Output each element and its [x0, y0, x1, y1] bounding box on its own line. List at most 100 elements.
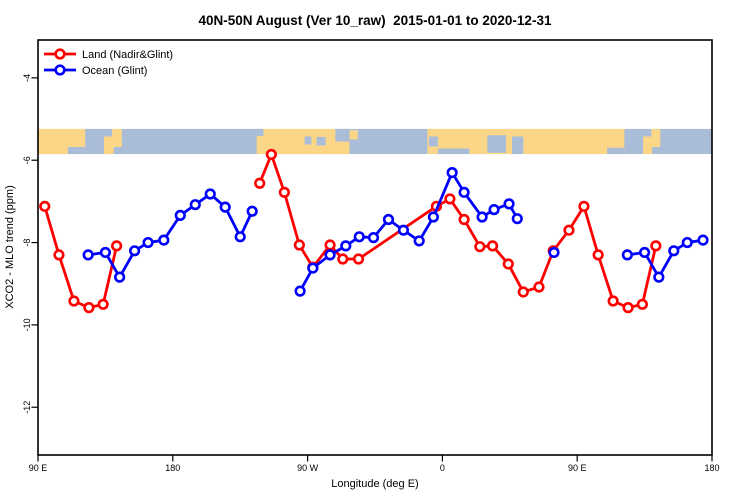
series-point-ocean: [99, 246, 111, 259]
series-point-land: [111, 240, 123, 252]
x-tick-label: 90 E: [568, 463, 587, 473]
legend-label-ocean: Ocean (Glint): [82, 65, 147, 77]
series-point-ocean: [488, 204, 500, 216]
x-tick-label: 90 E: [29, 463, 48, 473]
y-axis-label: XCO2 - MLO trend (ppm): [4, 185, 16, 308]
series-line-ocean: [298, 171, 519, 293]
series-line-land: [258, 153, 658, 310]
series-point-ocean: [294, 285, 306, 297]
series-point-land: [97, 298, 109, 310]
series-point-land: [622, 302, 634, 314]
chart-title: 40N-50N August (Ver 10_raw) 2015-01-01 t…: [199, 13, 552, 28]
series-point-land: [578, 200, 590, 212]
plot-dynamic-layer: 90 E 180 90 W 0 90 E 180 -4 -6 -8 -10 -12: [22, 74, 720, 473]
series-point-land: [293, 239, 305, 251]
series-point-ocean: [246, 205, 258, 217]
series-point-land: [53, 249, 65, 261]
series-point-ocean: [548, 246, 560, 259]
map-band-land-segment: [643, 136, 653, 155]
series-point-land: [517, 286, 529, 298]
series-point-ocean: [503, 198, 515, 210]
map-band-water-patch: [437, 148, 470, 155]
series-point-ocean: [189, 199, 201, 211]
series-point-ocean: [204, 188, 216, 200]
y-tick-label: -8: [22, 239, 32, 247]
map-band-water-patch: [487, 135, 507, 153]
map-band-water-patch: [67, 147, 86, 155]
legend: Land (Nadir&Glint) Ocean (Glint): [44, 48, 173, 77]
series-point-ocean: [142, 236, 154, 249]
series-point-ocean: [307, 262, 319, 274]
series-point-ocean: [219, 201, 231, 213]
series-point-land: [636, 298, 648, 310]
series-point-ocean: [158, 234, 170, 246]
y-tick-label: -12: [22, 401, 32, 414]
series-point-ocean: [446, 166, 458, 179]
series-point-land: [265, 148, 277, 161]
y-tick-label: -6: [22, 156, 32, 164]
map-band-land-segment: [112, 128, 122, 148]
series-point-land: [254, 177, 266, 189]
series-point-ocean: [427, 211, 440, 223]
series-point-ocean: [697, 234, 709, 246]
map-band-water-patch: [512, 136, 524, 155]
series-point-ocean: [340, 240, 352, 252]
series-point-ocean: [353, 231, 365, 243]
series-point-land: [68, 295, 80, 307]
series-point-ocean: [638, 246, 651, 259]
series-point-land: [486, 240, 499, 252]
series-point-land: [592, 249, 604, 261]
series-point-ocean: [174, 209, 186, 221]
x-tick-label: 0: [440, 463, 445, 473]
x-tick-label: 180: [704, 463, 719, 473]
series-point-land: [39, 200, 51, 212]
map-band-water-patch: [428, 136, 438, 147]
series-point-land: [278, 186, 290, 198]
map-band-land-segment: [103, 136, 114, 155]
series-point-ocean: [413, 235, 425, 247]
series-point-land: [533, 281, 545, 293]
series-point-land: [607, 295, 619, 307]
x-axis-label: Longitude (deg E): [331, 478, 418, 490]
series-point-ocean: [367, 232, 380, 244]
series-line-land: [43, 204, 119, 310]
series-point-ocean: [621, 249, 633, 261]
series-point-ocean: [382, 213, 395, 226]
y-tick-label: -4: [22, 74, 32, 82]
map-band-water-patch: [304, 136, 312, 145]
series-point-ocean: [681, 236, 693, 249]
legend-label-land: Land (Nadir&Glint): [82, 49, 173, 61]
series-point-ocean: [653, 271, 665, 283]
series-point-land: [83, 302, 95, 314]
series-point-land: [458, 213, 470, 226]
legend-item-ocean: Ocean (Glint): [44, 64, 147, 77]
series-point-ocean: [129, 245, 141, 257]
series-point-land: [444, 193, 456, 205]
map-band-water-patch: [335, 128, 350, 142]
series-point-ocean: [668, 245, 680, 257]
series-point-land: [324, 239, 336, 251]
legend-item-land: Land (Nadir&Glint): [44, 48, 173, 61]
legend-marker-land-icon: [54, 48, 66, 60]
plot-frame: [37, 39, 713, 456]
map-band-land-segment: [348, 130, 358, 140]
map-band-land-segment: [651, 128, 661, 148]
series-point-ocean: [511, 213, 523, 225]
y-tick-label: -10: [22, 318, 32, 331]
series-point-ocean: [458, 186, 470, 198]
map-band-water-patch: [256, 128, 264, 136]
series-point-land: [650, 240, 662, 252]
series-point-land: [563, 224, 575, 236]
series-point-ocean: [324, 249, 336, 261]
legend-marker-ocean-icon: [54, 64, 66, 76]
series-point-land: [352, 253, 365, 265]
series-point-land: [474, 241, 486, 253]
series-point-land: [502, 258, 514, 270]
x-tick-label: 90 W: [297, 463, 319, 473]
map-band-water-patch: [316, 136, 326, 146]
series-point-ocean: [82, 249, 94, 261]
series-point-ocean: [397, 224, 410, 236]
map-band-water-patch: [607, 147, 625, 155]
